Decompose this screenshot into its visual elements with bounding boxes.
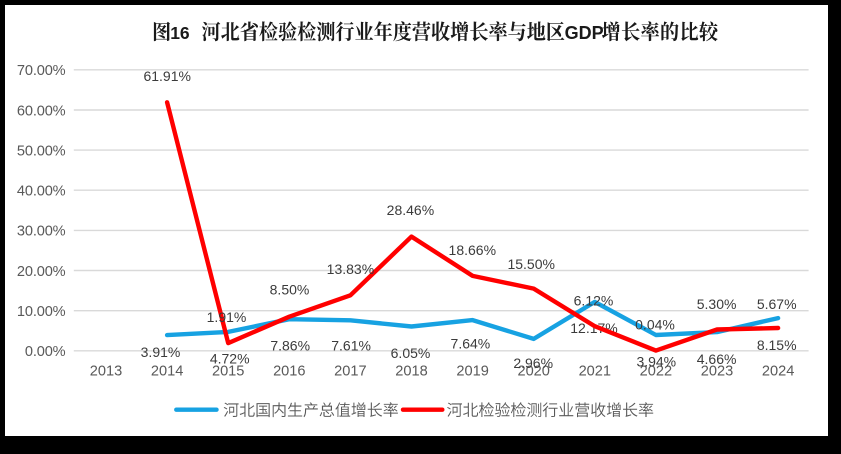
svg-text:30.00%: 30.00%	[17, 224, 66, 240]
svg-text:0.00%: 0.00%	[25, 344, 66, 360]
svg-text:28.46%: 28.46%	[387, 202, 434, 218]
svg-text:3.94%: 3.94%	[636, 354, 676, 370]
svg-text:6.12%: 6.12%	[574, 292, 614, 308]
svg-text:7.64%: 7.64%	[451, 335, 491, 351]
svg-text:16: 16	[170, 23, 190, 43]
svg-text:61.91%: 61.91%	[143, 68, 190, 84]
svg-text:10.00%: 10.00%	[17, 304, 66, 320]
svg-text:3.91%: 3.91%	[141, 344, 181, 360]
svg-text:2024: 2024	[762, 364, 794, 380]
svg-text:15.50%: 15.50%	[507, 256, 554, 272]
svg-text:2021: 2021	[579, 364, 611, 380]
svg-text:5.30%: 5.30%	[697, 296, 737, 312]
svg-text:2019: 2019	[456, 364, 488, 380]
svg-text:2022: 2022	[640, 364, 672, 380]
svg-text:40.00%: 40.00%	[17, 184, 66, 200]
svg-text:50.00%: 50.00%	[17, 143, 66, 159]
svg-text:1.91%: 1.91%	[207, 309, 247, 325]
svg-text:2016: 2016	[273, 364, 305, 380]
svg-text:20.00%: 20.00%	[17, 264, 66, 280]
svg-text:6.05%: 6.05%	[391, 345, 431, 361]
svg-text:0.04%: 0.04%	[635, 316, 675, 332]
svg-text:7.86%: 7.86%	[270, 337, 310, 353]
svg-text:60.00%: 60.00%	[17, 103, 66, 119]
svg-text:2020: 2020	[517, 364, 549, 380]
svg-text:2013: 2013	[90, 364, 122, 380]
svg-text:13.83%: 13.83%	[327, 261, 374, 277]
svg-text:7.61%: 7.61%	[331, 337, 371, 353]
svg-text:18.66%: 18.66%	[449, 242, 496, 258]
svg-text:70.00%: 70.00%	[17, 63, 66, 79]
svg-text:8.50%: 8.50%	[270, 281, 310, 297]
svg-text:GDP: GDP	[565, 23, 604, 43]
svg-text:2015: 2015	[212, 364, 244, 380]
svg-text:5.67%: 5.67%	[757, 296, 797, 312]
svg-text:8.15%: 8.15%	[757, 337, 797, 353]
svg-text:2023: 2023	[701, 364, 733, 380]
svg-text:2017: 2017	[334, 364, 366, 380]
svg-text:4.72%: 4.72%	[210, 350, 250, 366]
svg-text:2.96%: 2.96%	[513, 355, 553, 371]
svg-text:2018: 2018	[395, 364, 427, 380]
svg-text:4.66%: 4.66%	[697, 351, 737, 367]
svg-text:2014: 2014	[151, 364, 183, 380]
